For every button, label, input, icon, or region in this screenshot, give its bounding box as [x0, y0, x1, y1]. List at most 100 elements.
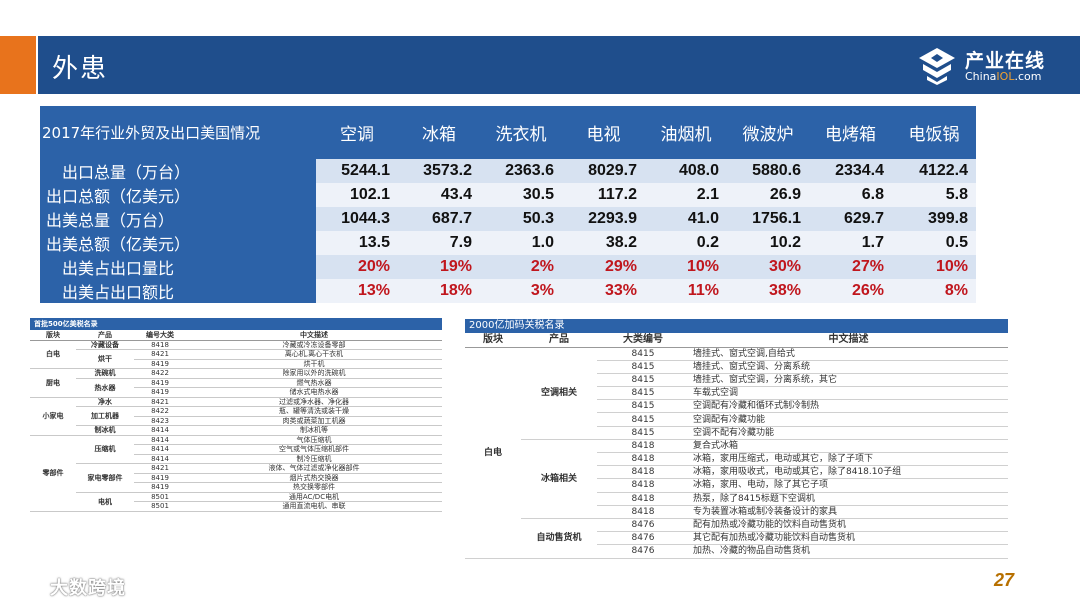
table-row: 加工机器 8422 瓶、罐等清洗或装干燥 [30, 406, 442, 426]
product-cell: 冷藏设备 [76, 340, 134, 350]
description-cell: 空气或气体压缩机部件 [186, 444, 442, 455]
description-cell: 其它配有加热或冷藏功能饮料自动售货机 [689, 531, 1009, 546]
column-header: 编号大类 [134, 330, 186, 341]
product-cell: 制冰机 [76, 425, 134, 436]
code-cell: 8419 [134, 359, 186, 369]
row-label: 出口总额（亿美元） [40, 183, 316, 207]
description-cell: 车载式空调 [689, 386, 1009, 401]
cell-value: 399.8 [892, 207, 976, 231]
cell-value: 43.4 [398, 183, 480, 207]
description-cell: 烘干机 [186, 359, 442, 369]
code-cell: 8419 [134, 387, 186, 398]
table-row: 出美占出口量比 20% 19% 2% 29% 10% 30% 27% 10% [40, 255, 976, 279]
cell-value: 38.2 [562, 231, 645, 255]
code-cell: 8415 [597, 386, 689, 401]
cell-value: 11% [645, 279, 727, 303]
table-row: 8415 空调不配有冷藏功能 [465, 426, 1009, 440]
description-cell: 通用AC/DC电机 [186, 492, 442, 502]
description-cell: 热交换零部件 [186, 482, 442, 493]
watermark: 大数跨境 [6, 574, 126, 600]
cell-value: 50.3 [480, 207, 562, 231]
column-header: 产品 [521, 333, 597, 348]
table-row: 8419 储水式电热水器 [30, 387, 442, 398]
product-cell: 压缩机 [76, 435, 134, 464]
cell-value: 30% [727, 255, 809, 279]
table-row: 8414 空气或气体压缩机部件 [30, 444, 442, 455]
product-cell: 冰箱相关 [521, 439, 597, 519]
column-header: 空调 [316, 106, 398, 159]
table-row: 冰箱相关 8418 复合式冰箱 [465, 439, 1009, 519]
table-row: 8418 热泵，除了8415标题下空调机 [465, 492, 1009, 506]
code-cell: 8414 [134, 454, 186, 464]
description-cell: 冷藏或冷冻设备零部 [186, 340, 442, 350]
table-row: 家电零部件 8421 液体、气体过滤或净化器部件 [30, 463, 442, 493]
column-header: 版块 [465, 333, 521, 348]
cell-value: 2293.9 [562, 207, 645, 231]
description-cell: 配有加热或冷藏功能的饮料自动售货机 [689, 518, 1009, 533]
page-number: 27 [993, 570, 1014, 590]
logo-url: ChinaIOL.com [965, 70, 1042, 83]
column-header: 电饭锅 [892, 106, 976, 159]
description-cell: 冰箱，家用压缩式，电动或其它，除了子项下 [689, 452, 1009, 467]
description-cell: 液体、气体过滤或净化器部件 [186, 463, 442, 474]
description-cell: 加热、冷藏的物品自动售货机 [689, 544, 1009, 559]
cell-value: 5244.1 [316, 159, 398, 183]
code-cell: 8414 [134, 425, 186, 436]
column-header: 油烟机 [645, 106, 727, 159]
cell-value: 26.9 [727, 183, 809, 207]
product-cell: 洗碗机 [76, 368, 134, 379]
table-row: 8418 专为装置冰箱或制冷装备设计的家具 [465, 505, 1009, 519]
group-cell: 白电 [465, 347, 521, 559]
description-cell: 冰箱，家用吸收式，电动或其它，除了8418.10子组 [689, 465, 1009, 480]
table-row: 8418 冰箱，家用吸收式，电动或其它，除了8418.10子组 [465, 465, 1009, 480]
cell-value: 0.2 [645, 231, 727, 255]
description-cell: 瓶、罐等清洗或装干燥 [186, 406, 442, 417]
code-cell: 8414 [134, 435, 186, 445]
column-header: 中文描述 [689, 333, 1009, 348]
description-cell: 过滤或净水器、净化器 [186, 397, 442, 407]
table-row: 零部件 压缩机 8414 气体压缩机 [30, 435, 442, 512]
header-bar [38, 36, 1080, 94]
code-cell: 8419 [134, 482, 186, 493]
description-cell: 储水式电热水器 [186, 387, 442, 398]
code-cell: 8423 [134, 416, 186, 426]
cell-value: 5.8 [892, 183, 976, 207]
description-cell: 空调配有冷藏和循环式制冷制热 [689, 399, 1009, 414]
code-cell: 8414 [134, 444, 186, 455]
description-cell: 肉类或蔬菜加工机器 [186, 416, 442, 426]
row-label: 出美总量（万台） [40, 207, 316, 231]
group-cell: 零部件 [30, 435, 76, 512]
cell-value: 13% [316, 279, 398, 303]
table-row: 出美总额（亿美元） 13.5 7.9 1.0 38.2 0.2 10.2 1.7… [40, 231, 976, 255]
table-row: 厨电 洗碗机 8422 除家用以外的洗碗机 [30, 368, 442, 398]
table-row: 烘干 8421 离心机,离心干衣机 [30, 349, 442, 369]
description-cell: 专为装置冰箱或制冷装备设计的家具 [689, 505, 1009, 519]
code-cell: 8419 [134, 473, 186, 483]
table-row: 8415 车载式空调 [465, 386, 1009, 401]
code-cell: 8418 [597, 492, 689, 506]
description-cell: 空调不配有冷藏功能 [689, 426, 1009, 440]
row-label: 出美占出口量比 [40, 255, 316, 279]
cell-value: 3% [480, 279, 562, 303]
tariff-list-500b-table: 首批500亿美税名录 版块 产品 编号大类 中文描述 白电 冷藏设备 8418 冷藏或… [30, 318, 442, 512]
cell-value: 29% [562, 255, 645, 279]
code-cell: 8415 [597, 360, 689, 374]
cell-value: 20% [316, 255, 398, 279]
cell-value: 2% [480, 255, 562, 279]
cell-value: 117.2 [562, 183, 645, 207]
chinaiol-logo-icon [919, 48, 955, 85]
row-label: 出美总额（亿美元） [40, 231, 316, 255]
group-cell: 小家电 [30, 397, 76, 436]
cell-value: 38% [727, 279, 809, 303]
description-cell: 气体压缩机 [186, 435, 442, 445]
product-cell: 电机 [76, 492, 134, 512]
column-header: 产品 [76, 330, 134, 341]
code-cell: 8421 [134, 349, 186, 360]
code-cell: 8421 [134, 397, 186, 407]
cell-value: 2334.4 [809, 159, 892, 183]
code-cell: 8422 [134, 406, 186, 417]
logo-name: 产业在线 [965, 50, 1046, 72]
table-row: 8415 空调配有冷藏功能 [465, 412, 1009, 427]
table-row: 出口总额（亿美元） 102.1 43.4 30.5 117.2 2.1 26.9… [40, 183, 976, 207]
cell-value: 26% [809, 279, 892, 303]
